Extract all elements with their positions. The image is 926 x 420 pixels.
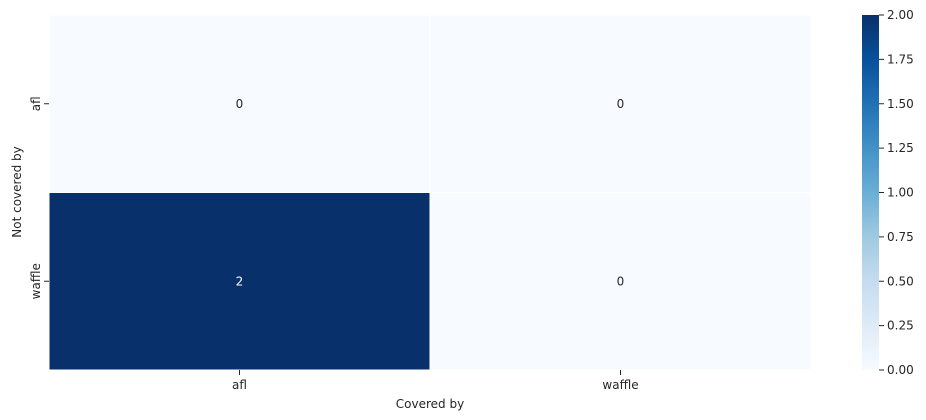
colorbar-tick-label: 1.25 (887, 141, 914, 155)
x-axis: afl waffle (232, 370, 639, 392)
colorbar-tick-label: 0.50 (887, 274, 914, 288)
heatmap-cells (48, 14, 812, 371)
colorbar (862, 15, 879, 370)
colorbar-tick-label: 0.25 (887, 319, 914, 333)
cell-annotation: 0 (617, 274, 625, 288)
cell-annotation: 0 (236, 97, 244, 111)
heatmap-cell-afl-waffle (429, 14, 812, 193)
heatmap-cell-afl-afl (48, 14, 431, 193)
y-tick-label: afl (29, 96, 43, 111)
x-axis-label: Covered by (396, 397, 464, 411)
y-tick-label: waffle (29, 263, 43, 299)
colorbar-tick-label: 1.50 (887, 97, 914, 111)
colorbar-tick-label: 2.00 (887, 8, 914, 22)
colorbar-tick-label: 0.00 (887, 363, 914, 377)
cell-annotation: 2 (236, 274, 244, 288)
colorbar-tick-label: 0.75 (887, 230, 914, 244)
colorbar-tick-label: 1.75 (887, 52, 914, 66)
x-tick-label: afl (232, 378, 247, 392)
x-tick-label: waffle (602, 378, 638, 392)
heatmap-cell-waffle-waffle (429, 192, 812, 371)
cell-annotations: 0 0 2 0 (236, 97, 625, 289)
y-axis-label: Not covered by (10, 146, 24, 237)
cell-annotation: 0 (617, 97, 625, 111)
colorbar-tick-label: 1.00 (887, 186, 914, 200)
heatmap-cell-waffle-afl (48, 192, 431, 371)
y-axis: afl waffle (29, 96, 49, 299)
colorbar-ticks: 0.00 0.25 0.50 0.75 1.00 1.25 1.50 1.75 2.00 (879, 8, 914, 377)
